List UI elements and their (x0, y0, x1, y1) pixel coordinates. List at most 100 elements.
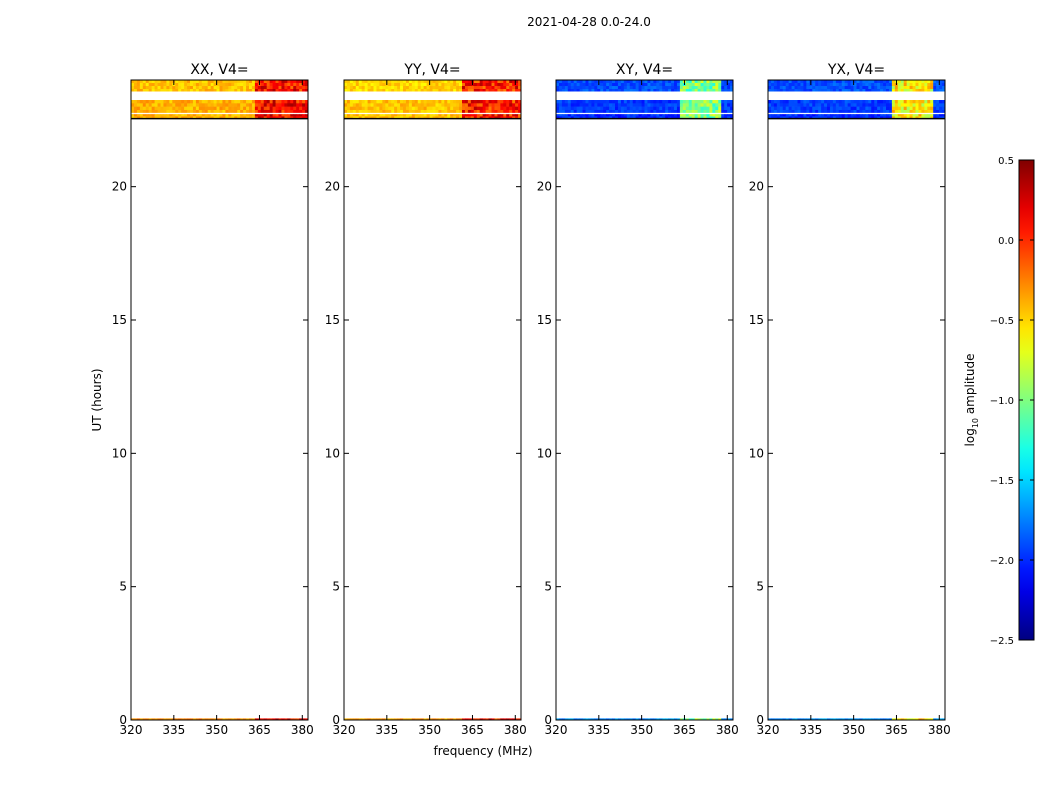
heatmap-cell (148, 103, 153, 107)
heatmap-cell (859, 89, 863, 93)
heatmap-cell (779, 114, 784, 117)
heatmap-cell (479, 116, 484, 119)
heatmap-cell (656, 83, 660, 87)
heatmap-cell (370, 106, 374, 111)
heatmap-cell (420, 116, 425, 119)
heatmap-cell (897, 80, 902, 84)
heatmap-cell (623, 110, 628, 114)
heatmap-cell (302, 718, 306, 721)
heatmap-cell (429, 116, 433, 119)
heatmap-cell (438, 110, 442, 114)
heatmap-cell (709, 89, 713, 93)
heatmap-cell (936, 86, 940, 90)
heatmap-cell (785, 83, 790, 87)
heatmap-cell (915, 86, 919, 90)
heatmap-cell (305, 116, 309, 119)
heatmap-cell (210, 89, 214, 93)
heatmap-cell (856, 80, 860, 84)
heatmap-cell (682, 110, 687, 114)
heatmap-cell (210, 106, 214, 111)
heatmap-cell (782, 116, 787, 119)
heatmap-cell (676, 89, 681, 93)
heatmap-cell (886, 103, 890, 107)
heatmap-cell (773, 103, 778, 107)
heatmap-cell (254, 89, 259, 93)
heatmap-cell (671, 83, 675, 87)
y-tick-label: 20 (537, 180, 552, 194)
heatmap-cell (829, 116, 834, 119)
heatmap-cell (133, 80, 138, 84)
heatmap-cell (382, 116, 386, 119)
heatmap-cell (234, 103, 238, 107)
heatmap-cell (903, 116, 908, 119)
heatmap-cell (213, 86, 217, 90)
heatmap-cell (417, 80, 422, 84)
heatmap-cell (806, 718, 810, 721)
heatmap-cell (423, 103, 427, 107)
heatmap-cell (222, 100, 226, 104)
heatmap-cell (835, 89, 840, 93)
heatmap-cell (210, 100, 214, 104)
heatmap-cell (821, 86, 825, 90)
heatmap-cell (506, 89, 510, 93)
heatmap-cell (515, 106, 519, 111)
heatmap-cell (414, 116, 419, 119)
heatmap-cell (187, 110, 191, 114)
heatmap-cell (473, 80, 478, 84)
heatmap-cell (234, 106, 238, 111)
heatmap-cell (727, 80, 731, 84)
heatmap-cell (674, 110, 678, 114)
heatmap-cell (485, 110, 489, 114)
heatmap-cell (579, 114, 583, 117)
heatmap-cell (518, 86, 522, 90)
heatmap-cell (856, 116, 860, 119)
heatmap-cell (344, 80, 348, 84)
x-tick-label: 350 (418, 723, 441, 737)
heatmap-cell (597, 100, 601, 104)
heatmap-cell (588, 114, 592, 117)
heatmap-cell (918, 103, 922, 107)
heatmap-cell (198, 106, 203, 111)
heatmap-cell (476, 83, 481, 87)
heatmap-cell (626, 114, 631, 117)
heatmap-cell (420, 89, 425, 93)
heatmap-cell (703, 718, 707, 721)
heatmap-cell (724, 110, 728, 114)
heatmap-cell (688, 110, 693, 114)
heatmap-cell (355, 83, 360, 87)
heatmap-cell (880, 86, 884, 90)
heatmap-cell (847, 114, 851, 117)
heatmap-cell (142, 89, 147, 93)
heatmap-cell (456, 89, 460, 93)
heatmap-cell (145, 106, 150, 111)
heatmap-cell (299, 86, 303, 90)
heatmap-cell (832, 86, 837, 90)
heatmap-cell (585, 106, 589, 111)
heatmap-cell (776, 718, 781, 721)
heatmap-cell (561, 83, 566, 87)
heatmap-cell (561, 106, 566, 111)
heatmap-cell (479, 89, 484, 93)
heatmap-cell (647, 718, 651, 721)
heatmap-cell (597, 106, 601, 111)
heatmap-cell (222, 114, 226, 117)
heatmap-cell (195, 718, 200, 721)
heatmap-cell (815, 80, 819, 84)
heatmap-cell (373, 83, 377, 87)
heatmap-cell (703, 83, 707, 87)
heatmap-cell (564, 103, 569, 107)
heatmap-cell (260, 100, 265, 104)
heatmap-cell (175, 116, 179, 119)
heatmap-cell (859, 110, 863, 114)
heatmap-cell (269, 110, 273, 114)
heatmap-cell (591, 106, 595, 111)
heatmap-cell (856, 86, 860, 90)
heatmap-cell (494, 83, 498, 87)
heatmap-cell (924, 116, 928, 119)
heatmap-cell (688, 83, 693, 87)
heatmap-cell (364, 100, 368, 104)
heatmap-cell (582, 106, 586, 111)
heatmap-cell (462, 114, 466, 117)
heatmap-cell (172, 103, 176, 107)
colorbar-label: log10 amplitude (963, 354, 980, 447)
